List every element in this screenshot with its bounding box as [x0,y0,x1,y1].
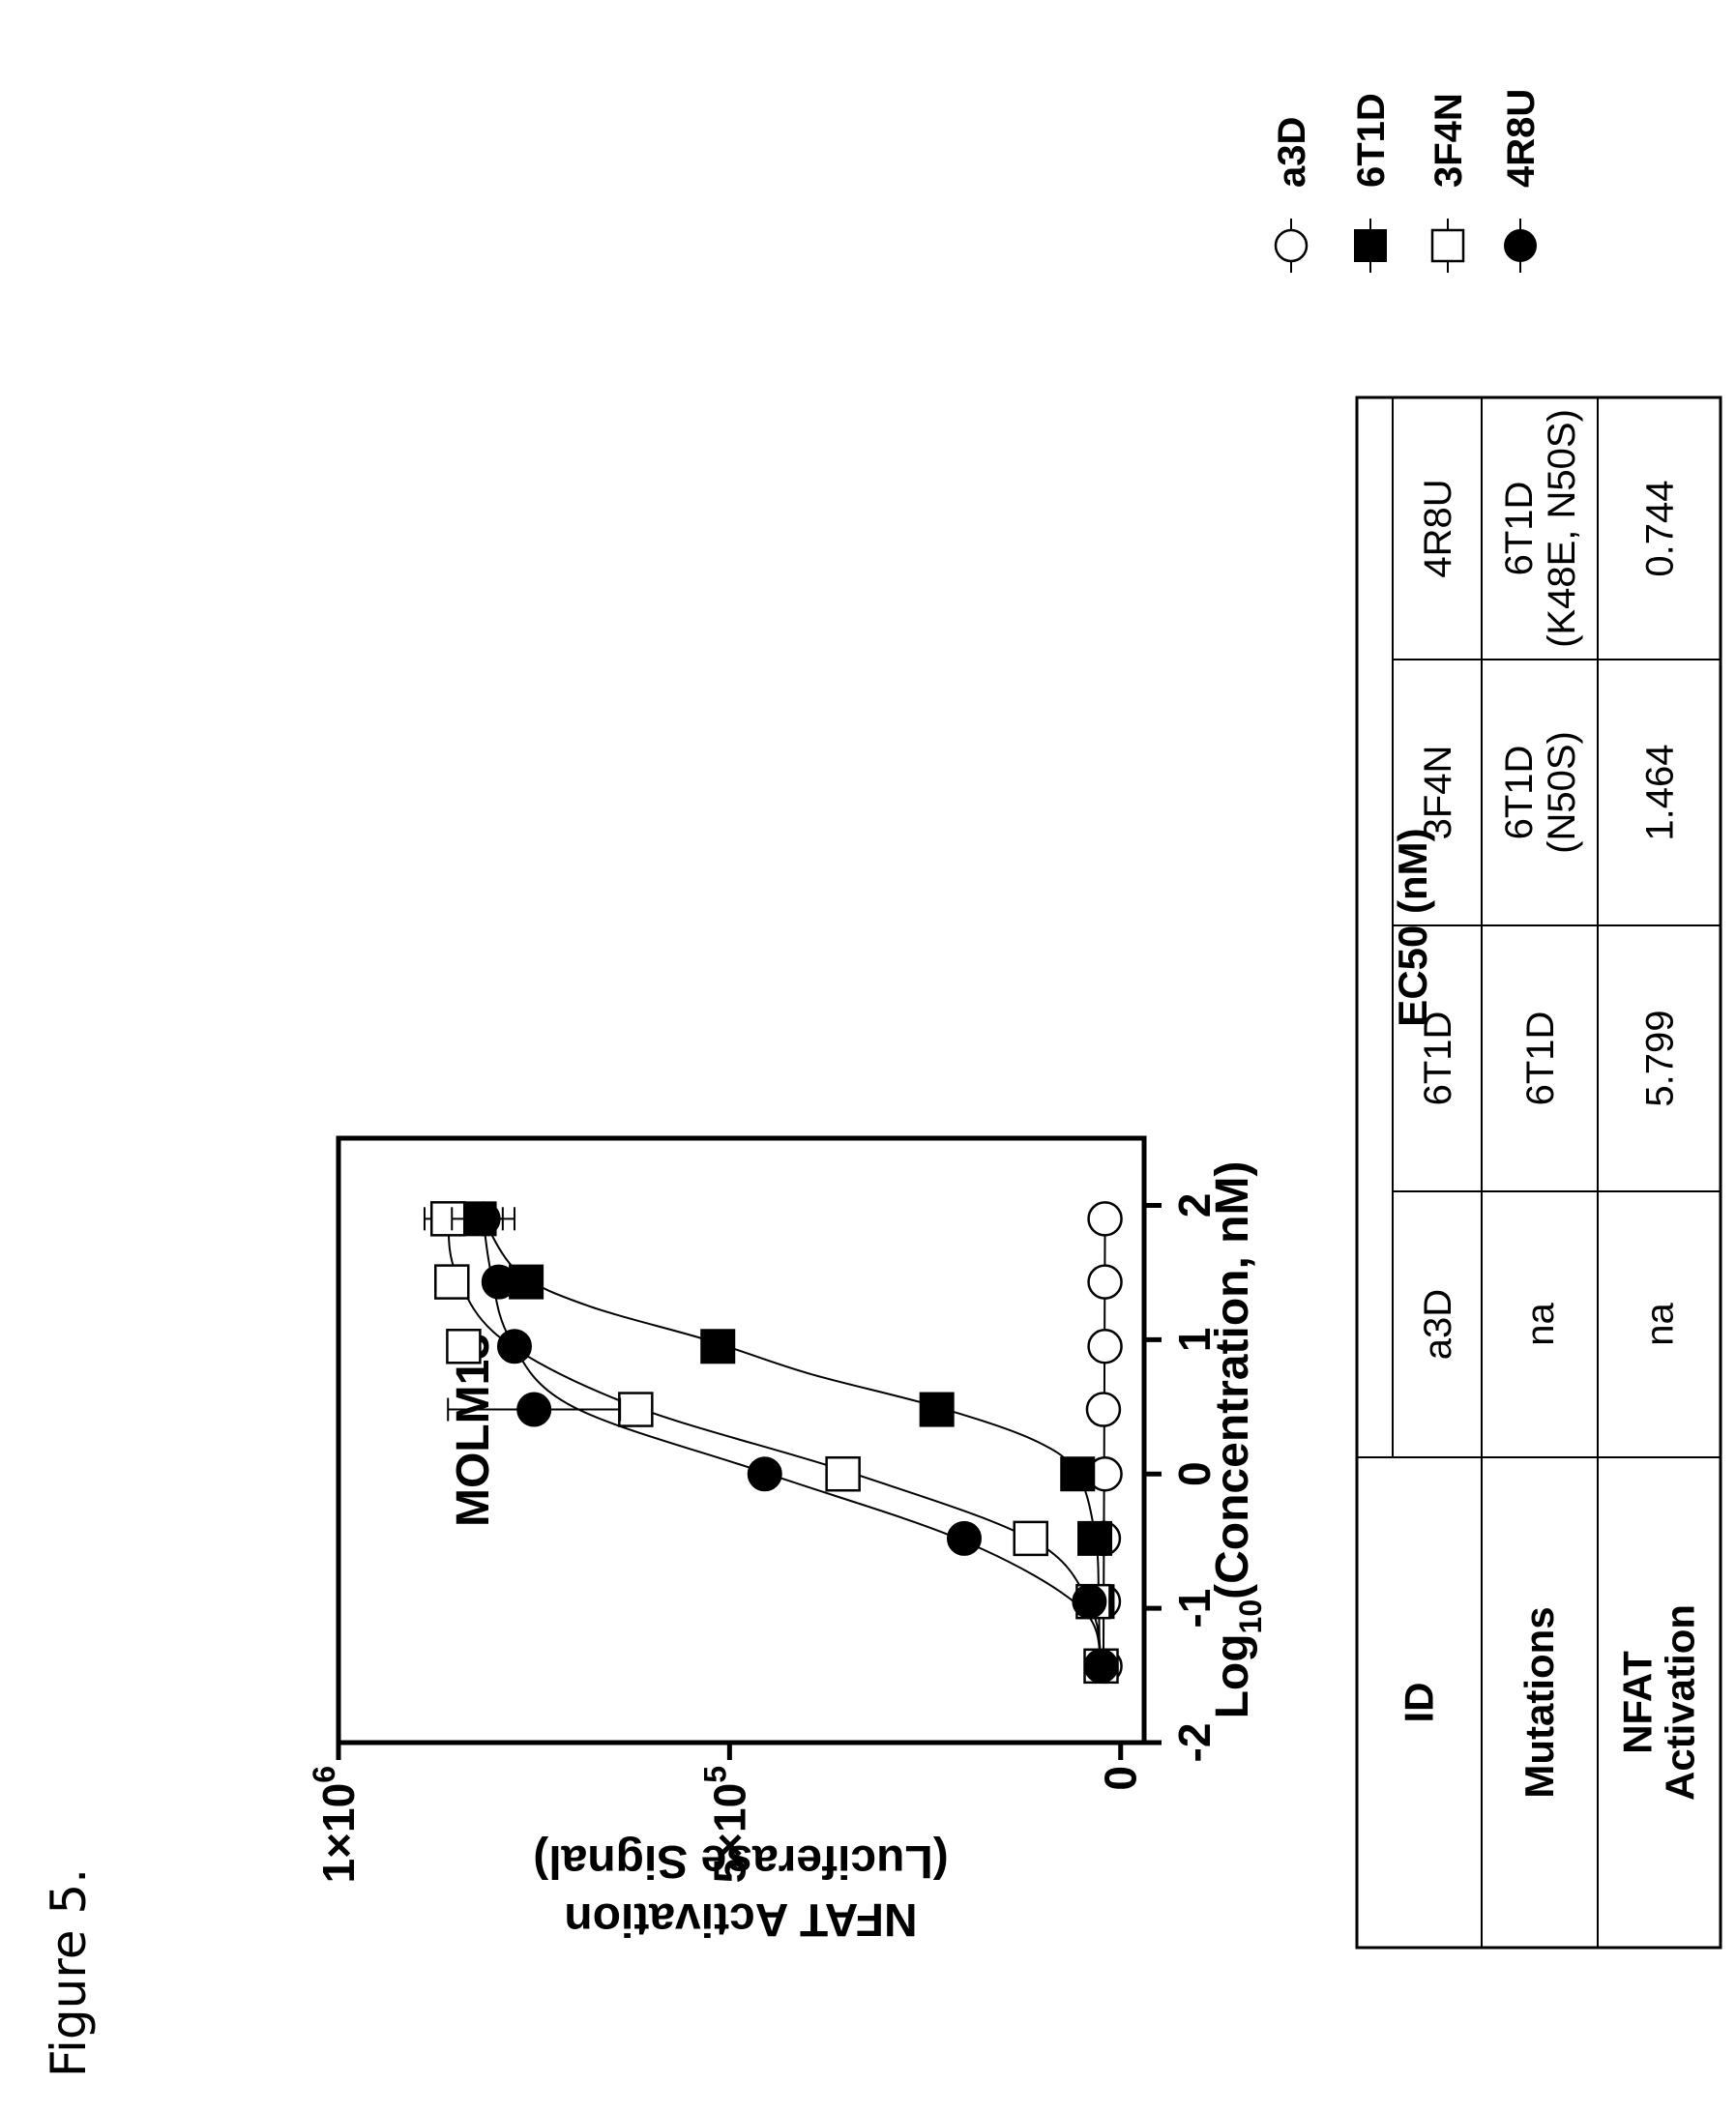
x-tick-label: -2 [1169,1723,1220,1763]
y-tick-exponent: 5 [697,1766,732,1783]
table-cell-line: 6T1D [1519,1012,1562,1106]
fit-curve-3F4N [447,1218,1103,1667]
legend-marker-6T1D [1354,229,1387,262]
data-point-4R8U [496,1329,532,1364]
table-cell: na [1639,1303,1682,1346]
x-tick-label: 1 [1169,1328,1220,1353]
table-frame [1355,396,1722,1950]
legend-label: 6T1D [1350,93,1393,188]
y-tick-exponent: 6 [307,1766,341,1783]
x-tick-label: 0 [1169,1461,1220,1486]
table-row-label: Mutations [1516,1606,1562,1798]
table-cell-line: 4R8U [1417,479,1459,577]
table-cell-line: 0.744 [1639,480,1682,576]
table-cell-line: (K48E, N50S) [1541,409,1583,648]
table-cell-line: 5.799 [1639,1010,1682,1106]
table-row-label: ID [1397,1683,1442,1723]
table-cell-line: 1.464 [1639,744,1682,840]
y-axis-title-line2: (Luciferase Signal) [533,1835,948,1887]
table-row-label-line: Activation [1658,1604,1703,1801]
table-cell: 6T1D [1519,1012,1562,1106]
data-point-4R8U [1072,1584,1107,1620]
data-point-a3D [1085,1392,1122,1427]
table-row-label-line: NFAT [1615,1651,1661,1754]
data-point-3F4N [618,1392,654,1427]
x-axis-title-main: Log [1207,1633,1258,1718]
table-cell: 6T1D(K48E, N50S) [1498,409,1583,648]
table-cell-line: 6T1D [1498,482,1541,576]
table-cell-line: (N50S) [1541,731,1583,854]
table-row-label-line: ID [1397,1683,1442,1723]
table-cell: a3D [1417,1289,1459,1360]
data-point-3F4N [434,1264,470,1300]
y-tick-label: 1×106 [307,1766,364,1883]
x-tick-label: -1 [1169,1589,1220,1628]
legend-label: a3D [1271,117,1313,188]
chart-title: MOLM13 [448,1334,499,1527]
legend-marker-3F4N [1430,228,1465,263]
chart-legend: a3D 6T1D 3F4N 4R8U [1271,89,1543,273]
data-point-3F4N [825,1455,861,1492]
table-row-label: NFATActivation [1615,1604,1703,1801]
data-point-a3D [1087,1201,1123,1237]
legend-label: 3F4N [1427,93,1470,188]
plot-frame [336,1135,1147,1745]
table-cell-line: na [1519,1303,1562,1346]
data-point-6T1D [1060,1456,1096,1492]
data-point-4R8U [516,1392,552,1427]
x-axis-title-rest: (Concentration, nM) [1207,1161,1258,1599]
table-cell: na [1519,1303,1562,1346]
x-axis-title-sub: 10 [1233,1599,1268,1634]
table-cell: 6T1D(N50S) [1498,731,1583,854]
data-point-3F4N [1013,1520,1048,1557]
data-point-3F4N [446,1329,482,1364]
legend-marker-a3D [1274,228,1309,263]
data-point-a3D [1087,1264,1123,1300]
chart: -2 -1 0 1 2 0 5×105 1×106 MOLM13 Log10(Concentrat… [307,1135,1268,1945]
rotated-figure: -2 -1 0 1 2 0 5×105 1×106 MOLM13 Log10(Concentrat… [307,89,1722,1950]
table-header: EC50 (nM) [1390,828,1435,1026]
fit-curve-4R8U [482,1218,1103,1667]
table-cell-line: na [1639,1303,1682,1346]
table-cell: 4R8U [1417,479,1459,577]
table-cell-line: a3D [1417,1289,1459,1360]
figure-label: Figure 5. [41,1868,97,2077]
table-cell: 0.744 [1639,480,1682,576]
x-tick-label: 2 [1169,1193,1220,1218]
data-point-6T1D [919,1392,955,1427]
legend-label: 4R8U [1500,89,1543,188]
ec50-table: EC50 (nM) ID a3D 6T1D 3F4N 4R8U Mutations na 6T1… [1355,396,1722,1950]
table-cell-line: 3F4N [1417,746,1459,840]
data-point-a3D [1087,1329,1123,1364]
data-point-4R8U [481,1264,516,1300]
legend-marker-4R8U [1504,229,1537,262]
y-tick-label: 0 [1096,1766,1146,1791]
data-point-4R8U [1083,1648,1119,1684]
data-point-6T1D [1077,1520,1113,1556]
data-point-4R8U [747,1456,782,1492]
y-axis-title-line1: NFAT Activation [564,1893,917,1945]
series-6T1D [455,1201,1119,1684]
data-point-4R8U [465,1201,501,1237]
fit-curve-a3D [1102,1218,1106,1666]
series-4R8U [447,1201,1119,1684]
table-cell: 3F4N [1417,746,1459,840]
table-cell-line: 6T1D [1498,746,1541,840]
data-point-6T1D [700,1329,736,1364]
y-tick-label: 5×105 [697,1766,754,1883]
fit-curve-6T1D [482,1217,1101,1666]
table-row-label-line: Mutations [1516,1606,1562,1798]
x-axis-title: Log10(Concentration, nM) [1207,1161,1268,1719]
table-cell: 1.464 [1639,744,1682,840]
y-axis-title: NFAT Activation (Luciferase Signal) [533,1835,948,1945]
table-cell: 5.799 [1639,1010,1682,1106]
table-cell-line: 6T1D [1417,1012,1459,1106]
data-point-4R8U [946,1520,982,1556]
table-cell: 6T1D [1417,1012,1459,1106]
